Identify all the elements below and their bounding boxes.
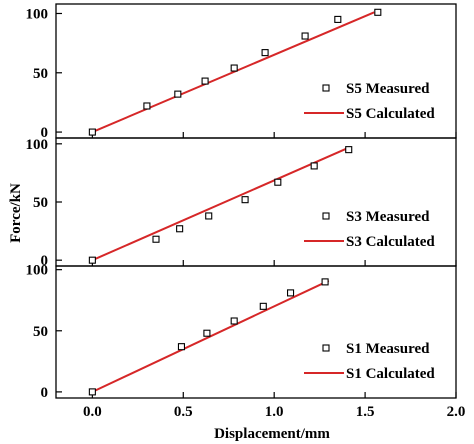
plot-frame (55, 265, 457, 399)
legend-measured-marker (322, 344, 330, 352)
measured-point (374, 8, 382, 16)
calculated-line-s5 (91, 11, 375, 133)
y-tick-label: 50 (33, 324, 48, 340)
measured-point (261, 49, 269, 57)
x-tick-label: 0.5 (174, 404, 193, 420)
legend-measured-marker (322, 212, 330, 220)
legend-calculated-label: S5 Calculated (346, 106, 435, 122)
measured-point (259, 302, 267, 310)
measured-point (286, 289, 295, 297)
measured-point (143, 102, 151, 110)
measured-point (274, 178, 282, 186)
legend-calculated-label: S3 Calculated (346, 234, 435, 250)
measured-point (230, 64, 238, 72)
measured-point (334, 15, 342, 23)
measured-point (174, 90, 182, 98)
measured-point (203, 329, 211, 337)
measured-point (176, 225, 184, 233)
y-tick-label: 0 (41, 253, 49, 269)
legend-measured-marker (322, 84, 330, 92)
measured-point (345, 146, 353, 154)
y-tick-label: 50 (33, 66, 48, 82)
y-axis-title: Force/kN (8, 183, 24, 243)
legend-measured-label: S3 Measured (346, 209, 430, 225)
measured-point (230, 317, 238, 325)
y-tick-label: 0 (41, 385, 49, 401)
y-tick-label: 100 (26, 137, 49, 153)
y-tick-label: 100 (26, 6, 49, 22)
y-tick-label: 100 (26, 263, 49, 279)
legend-calculated-label: S1 Calculated (346, 366, 435, 382)
measured-point (310, 162, 318, 170)
x-tick-label: 1.0 (265, 404, 284, 420)
measured-point (88, 388, 96, 396)
y-tick-label: 50 (33, 195, 48, 211)
x-tick-label: 1.5 (356, 404, 375, 420)
measured-point (201, 77, 209, 85)
measured-point (88, 128, 96, 136)
measured-point (241, 196, 249, 204)
measured-point (321, 278, 329, 286)
x-tick-label: 2.0 (447, 404, 466, 420)
legend-measured-label: S1 Measured (346, 341, 430, 357)
panel-s5: 0 50 100 S5 Measured S5 Calculated (26, 3, 457, 141)
measured-point (301, 32, 309, 40)
panel-s1: 0 50 100 S1 Measured S1 Calculated (26, 263, 457, 401)
measured-point (152, 235, 160, 243)
calculated-line-s1 (91, 279, 330, 393)
y-tick-label: 0 (41, 125, 49, 141)
x-tick-label: 0.0 (83, 404, 102, 420)
measured-point (88, 256, 96, 264)
panel-s3: 0 50 100 S3 Measured S3 Calculated (26, 137, 457, 269)
legend-measured-label: S5 Measured (346, 81, 430, 97)
calculated-line-s3 (91, 147, 348, 262)
measured-point (177, 343, 186, 351)
measured-point (205, 212, 213, 220)
x-axis-title: Displacement/mm (214, 426, 330, 442)
